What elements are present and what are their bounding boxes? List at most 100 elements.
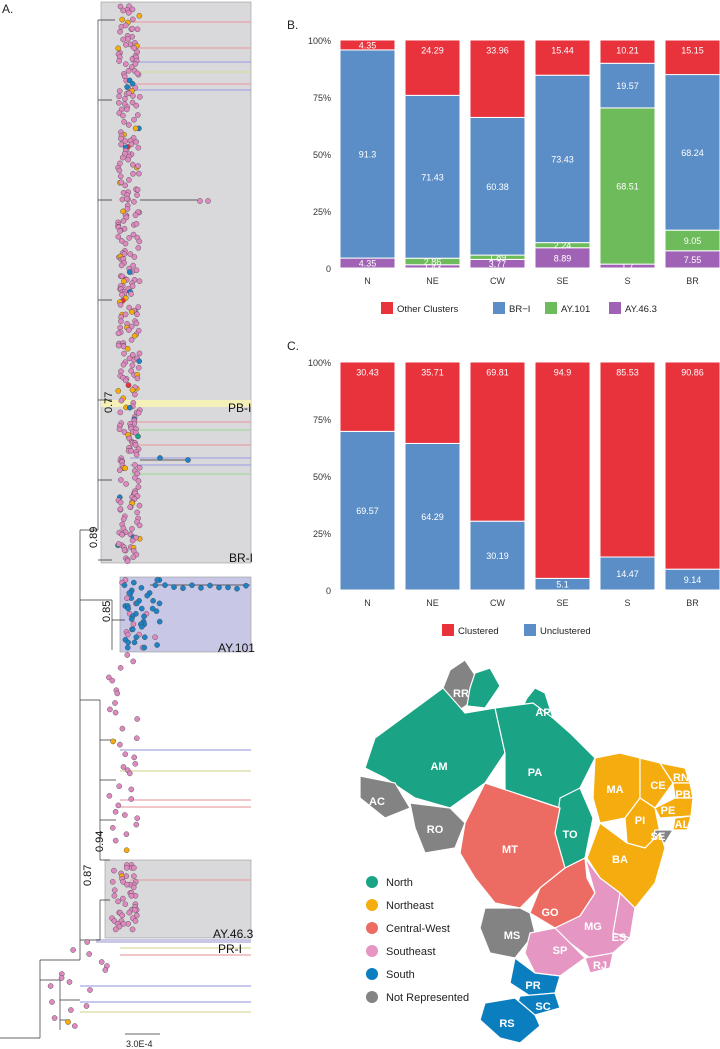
tree-tip — [109, 879, 116, 885]
label-sc: SC — [535, 1001, 550, 1013]
tree-tip — [156, 600, 163, 607]
legend-north: North — [386, 877, 413, 889]
tree-tip — [117, 324, 123, 331]
tree-tips — [47, 3, 249, 1029]
tree-tip — [117, 741, 123, 748]
scale-bar-label: 3.0E-4 — [126, 1039, 153, 1049]
state-al — [672, 815, 692, 831]
tree-tip — [124, 206, 131, 212]
tree-tip — [131, 45, 137, 51]
tree-tip — [134, 192, 140, 198]
tree-tip — [130, 884, 137, 891]
ytick-label: 25% — [313, 529, 331, 539]
tree-tip — [111, 893, 118, 899]
chart-lineage-proportions: 0 25% 50% 75% 100% 4.35 91.3 4.35 N 1.432.86 71.43… — [308, 36, 720, 315]
tree-tip — [153, 608, 160, 615]
data-label: 9.14 — [684, 575, 702, 585]
legend-swatch-south — [366, 968, 378, 980]
tree-tip — [125, 639, 131, 646]
phylogenetic-tree: 3.0E-4 0.77 0.89 0.85 0.94 0.87 PB-I BR-… — [0, 1, 255, 1049]
legend-northeast: Northeast — [386, 900, 434, 912]
tree-tip — [141, 634, 148, 641]
tree-tip — [121, 278, 127, 285]
tree-tip — [122, 812, 128, 818]
tree-tip — [126, 177, 132, 183]
panel-c-label: C. — [287, 339, 299, 353]
bar-segment-bri — [469, 116, 526, 256]
ytick-label: 100% — [308, 358, 331, 368]
tree-tip — [134, 716, 140, 722]
label-pr: PR — [525, 980, 540, 992]
tree-tip — [135, 410, 142, 416]
tree-tip — [116, 58, 122, 64]
tree-tip — [129, 81, 136, 87]
tree-tip — [136, 464, 143, 471]
panel-a-label: A. — [2, 2, 14, 16]
state-ac — [359, 775, 411, 819]
bar-segment-bri — [599, 62, 656, 109]
data-label: 14.47 — [616, 569, 639, 579]
tree-tip — [128, 337, 135, 343]
tree-tip — [129, 926, 136, 933]
legend-label: Other Clusters — [397, 304, 458, 315]
tree-tip — [110, 825, 116, 831]
data-label: 68.51 — [616, 182, 639, 192]
tree-tip — [126, 590, 133, 596]
tree-tip — [157, 455, 163, 461]
tree-tip — [136, 278, 143, 285]
tree-tip — [130, 93, 136, 99]
data-label: 2.24 — [554, 241, 572, 251]
tree-tip — [132, 125, 139, 132]
xtick-label: CW — [490, 276, 505, 286]
tree-tip — [124, 106, 130, 113]
ytick-label: 100% — [308, 36, 331, 46]
tree-tip — [116, 167, 123, 174]
tree-tip — [47, 983, 54, 989]
tree-tip — [120, 516, 127, 523]
tree-highlight-lines — [80, 21, 251, 1013]
tree-tip — [121, 582, 128, 589]
legend-southeast: Southeast — [386, 946, 436, 958]
tree-tip — [135, 163, 141, 169]
state-pe — [654, 797, 694, 819]
tree-tip — [123, 847, 130, 854]
label-ce: CE — [650, 780, 665, 792]
tree-tip — [134, 311, 140, 318]
node-support-root: 0.89 — [88, 527, 100, 548]
tree-tip — [129, 283, 136, 290]
tree-tip — [86, 951, 92, 957]
tree-tip — [128, 796, 135, 802]
bar-segment-otherclusters — [339, 39, 396, 51]
tree-tip — [116, 100, 122, 106]
tree-tip — [126, 90, 132, 97]
data-label: 69.81 — [486, 368, 509, 378]
tree-tip — [149, 605, 156, 612]
tree-tip — [112, 837, 119, 844]
bar-segment-clustered — [404, 361, 461, 444]
tree-tip — [117, 499, 124, 506]
label-ro: RO — [427, 824, 444, 836]
tree-tip — [131, 639, 138, 646]
bar-segment-clustered — [599, 361, 656, 558]
tree-tip — [112, 700, 118, 706]
tree-tip — [136, 502, 143, 509]
xtick-label: NE — [426, 276, 439, 286]
tree-tip — [135, 144, 142, 151]
tree-tip — [118, 397, 125, 404]
tree-tip — [124, 345, 131, 352]
tree-tip — [120, 764, 127, 770]
tree-tip — [49, 999, 55, 1005]
tree-tip — [116, 783, 122, 790]
legend-swatch — [524, 624, 536, 636]
tree-tip — [132, 442, 139, 448]
tree-tip — [135, 478, 142, 484]
brazil-region-map: RR AP AM PA AC RO TO MA CE RN PB PE PI A… — [359, 659, 694, 1043]
tree-tip — [119, 912, 126, 919]
label-pb: PB — [675, 789, 690, 801]
tree-tip — [111, 887, 118, 894]
legend-swatch-not-represented — [366, 991, 378, 1003]
bar-segment-otherclusters — [664, 39, 720, 76]
ytick-label: 75% — [313, 415, 331, 425]
data-label: 4.35 — [359, 40, 377, 50]
tree-tip — [129, 6, 136, 13]
